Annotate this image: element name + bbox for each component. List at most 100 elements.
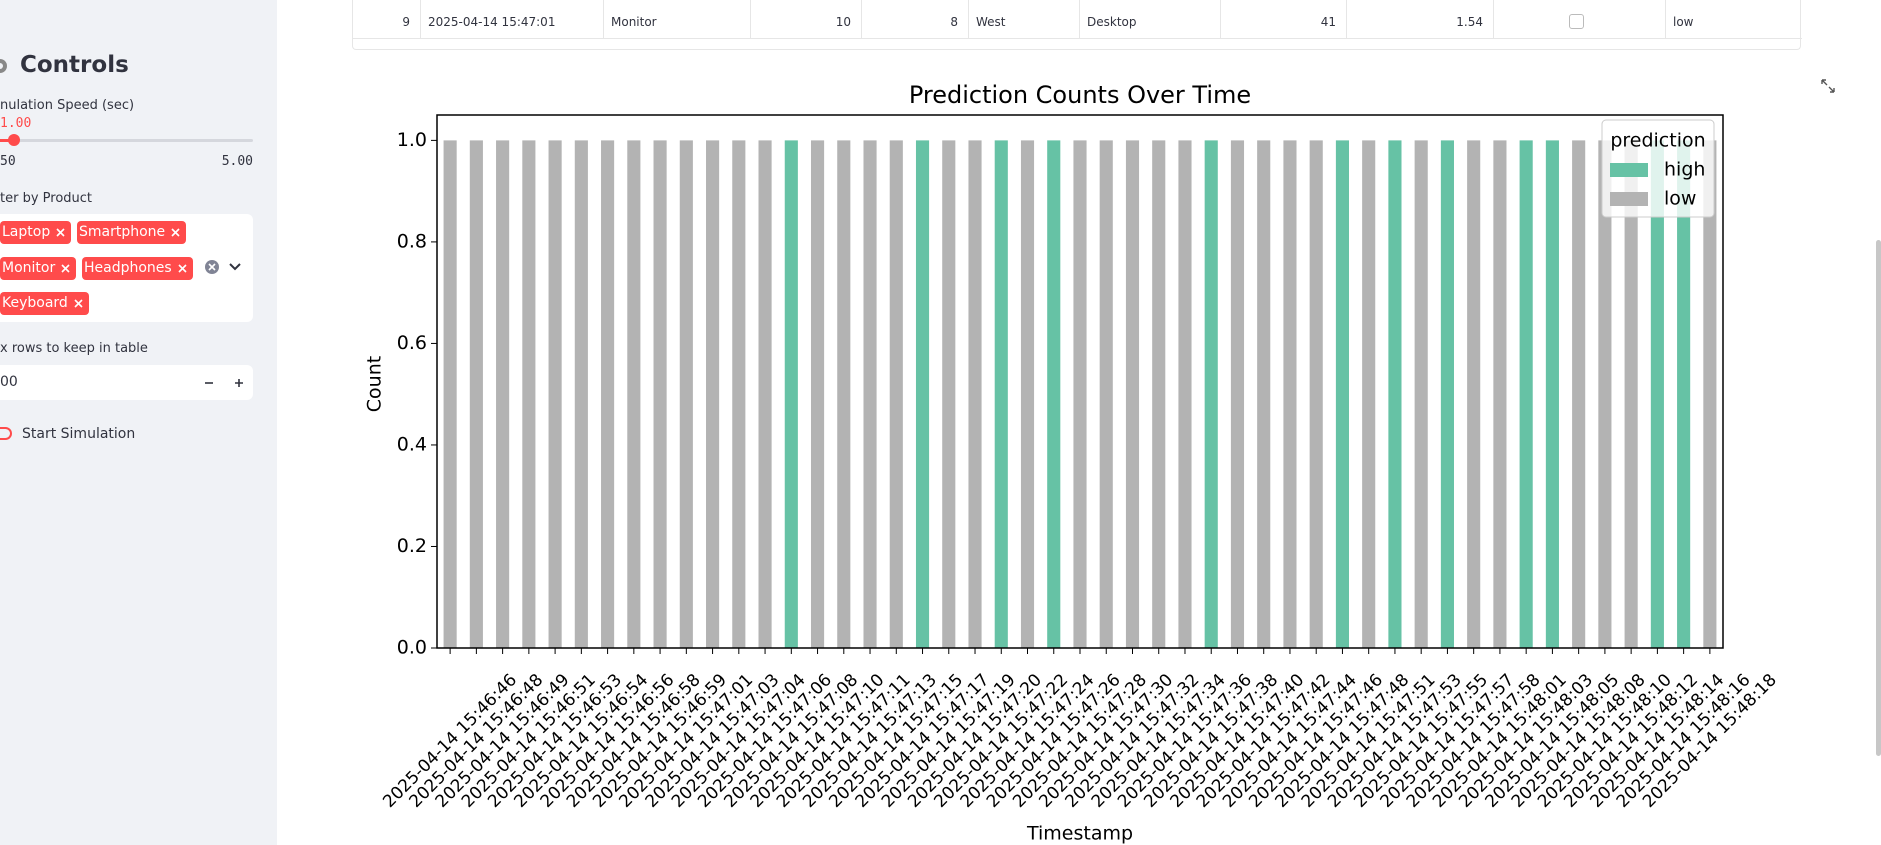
column-divider [603,0,604,38]
column-divider [1079,0,1080,38]
bar-segment [1047,140,1061,648]
bar-segment [994,140,1008,648]
tag-remove[interactable] [61,263,70,273]
legend-swatch [1610,163,1648,177]
column-divider [1665,0,1666,38]
plus-button[interactable] [233,377,245,389]
bar-segment [889,140,903,648]
bar-segment [627,140,641,648]
bar-segment [1388,140,1402,648]
table-cell: 41 [1320,15,1336,29]
bar-segment [915,140,930,648]
slider-handle[interactable] [8,134,20,146]
legend-title: prediction [1610,130,1705,152]
bar-segment [1257,140,1271,648]
bar-segment [1362,140,1376,648]
row-divider [353,38,1802,39]
bar-segment [1283,140,1297,648]
y-tick-label: 0.2 [397,535,427,557]
scrollbar[interactable] [1876,240,1881,756]
table-cell: 1.54 [1456,15,1483,29]
bar-segment [1650,140,1664,648]
y-tick-label: 0.8 [397,230,427,252]
filter-label: ter by Product [0,191,93,206]
tag-remove[interactable] [74,298,83,308]
bar-segment [1677,140,1691,648]
rows-value: 00 [0,374,18,390]
tag-label: Headphones [84,260,172,276]
bar-segment [732,140,746,648]
bar-segment [942,140,956,648]
legend-label: low [1664,188,1696,210]
speed-min: 50 [0,154,16,169]
table-cell: 2025-04-14 15:47:01 [428,15,556,29]
bar-segment [679,140,693,648]
tag-remove[interactable] [171,227,180,237]
column-divider [861,0,862,38]
tag-label: Laptop [2,224,51,240]
column-divider [750,0,751,38]
table-cell: Monitor [611,15,657,29]
tag-remove[interactable] [56,227,65,237]
legend-label: high [1664,159,1705,181]
column-divider [968,0,969,38]
bar-segment [496,140,510,648]
table: 9 2025-04-14 15:47:01 Monitor 10 8 West Deskto… [352,0,1802,50]
tag-remove[interactable] [178,263,187,273]
bar-segment [574,140,588,648]
bar-segment [601,140,615,648]
bar-segment [1624,140,1638,648]
bar-segment [837,140,851,648]
tag[interactable]: Laptop [0,221,72,244]
tag[interactable]: Keyboard [0,292,89,315]
y-axis-label: Count [364,356,386,412]
table-cell: West [976,15,1006,29]
bar-segment [1493,140,1507,648]
tag[interactable]: Monitor [0,257,77,280]
chevron-icon[interactable] [228,261,242,273]
checkbox[interactable] [1569,14,1584,29]
tag[interactable]: Smartphone [77,221,187,244]
table-cell: 8 [950,15,958,29]
slider-track [0,139,253,142]
bar-segment [1204,140,1218,648]
expand-icon[interactable] [1820,78,1836,94]
clear-icon[interactable] [204,259,220,275]
bar-segment [1152,140,1166,648]
column-divider [1220,0,1221,38]
bar-segment [1598,140,1612,648]
tag[interactable]: Headphones [82,257,193,280]
bar-segment [1545,140,1559,648]
bar-segment [758,140,772,648]
bar-segment [1467,140,1481,648]
toggle-label: Start Simulation [22,426,136,442]
legend-swatch [1610,192,1648,206]
x-axis-label: Timestamp [1026,823,1133,845]
toggle[interactable] [0,427,12,440]
column-divider [1493,0,1494,38]
gear-icon [0,59,7,73]
y-tick-label: 0.6 [397,332,427,354]
bar-segment [1309,140,1323,648]
y-tick-label: 0.0 [397,637,427,659]
tag-label: Smartphone [79,224,166,240]
speed-value: 1.00 [0,116,32,131]
bar-segment [1414,140,1428,648]
rows-label: x rows to keep in table [0,341,148,356]
bar-segment [1572,140,1586,648]
bar-segment [706,140,720,648]
bar-segment [1178,140,1192,648]
bar-segment [1230,140,1245,648]
speed-max: 5.00 [221,154,253,169]
bar-segment [522,140,536,648]
bar-segment [469,140,483,648]
y-tick-label: 1.0 [397,129,427,151]
bar-segment [810,140,825,648]
column-divider [1346,0,1347,38]
axes-frame [436,114,1724,649]
minus-button[interactable] [203,377,215,389]
speed-label: nulation Speed (sec) [0,98,135,113]
bar-segment [1703,140,1717,648]
